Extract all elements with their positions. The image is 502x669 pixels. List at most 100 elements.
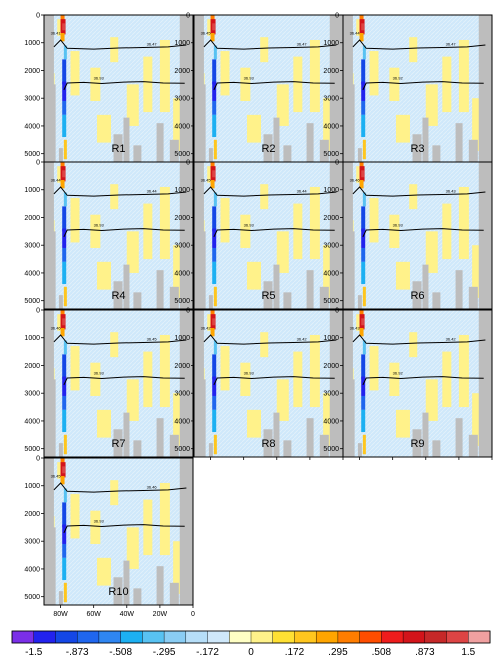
isopycnal-label: 36.42 [297, 337, 308, 342]
anomaly-positive-patch [276, 84, 289, 126]
anomaly-positive-patch [409, 332, 418, 358]
topography [113, 577, 123, 605]
topography [50, 527, 56, 605]
panel-label: R7 [111, 438, 125, 450]
topography [44, 15, 54, 162]
topography [194, 162, 204, 309]
anomaly-negative-core [362, 340, 366, 355]
anomaly-positive-patch [409, 37, 418, 63]
anomaly-positive-patch [458, 39, 469, 113]
anomaly-positive-patch [143, 203, 153, 260]
topography [156, 418, 164, 457]
isopycnal-lower [362, 228, 484, 238]
colorbar-tick-label: 0 [248, 647, 254, 658]
x-tick-label: 40W [120, 611, 135, 618]
y-tick-label: 5000 [323, 446, 339, 453]
topography [478, 15, 492, 162]
isopycnal-label: 36.43 [350, 325, 361, 330]
anomaly-negative-core [62, 81, 67, 101]
anomaly-warm-core [359, 162, 364, 169]
y-tick-label: 4000 [174, 418, 190, 425]
y-tick-label: 0 [186, 308, 190, 315]
y-tick-label: 1000 [174, 187, 190, 194]
colorbar-swatch [446, 630, 469, 644]
topography [50, 231, 56, 309]
colorbar-swatch [120, 630, 143, 644]
anomaly-warm-core [63, 286, 67, 307]
anomaly-positive-patch [260, 184, 269, 210]
anomaly-negative-core [212, 59, 217, 85]
anomaly-positive-patch [143, 56, 153, 113]
y-tick-label: 5000 [24, 151, 40, 158]
panel-r9: 36.43 36.42 36.92 R9 0 1000 2000 3000 4000 5000 [323, 308, 493, 460]
panel-label: R10 [108, 586, 128, 598]
anomaly-warm-core [361, 170, 365, 178]
anomaly-negative-core [361, 228, 366, 248]
colorbar-swatch [55, 630, 78, 644]
anomaly-warm-core [359, 328, 364, 337]
anomaly-warm-core [359, 15, 364, 22]
anomaly-positive-patch [442, 56, 452, 113]
topography [283, 145, 292, 162]
panel-r6: 36.46 36.43 36.93 R6 0 1000 2000 3000 4000 5000 [323, 160, 493, 312]
anomaly-positive-patch [425, 379, 438, 421]
anomaly-warm-core [60, 33, 65, 42]
isopycnal-upper [203, 39, 337, 50]
topography [263, 281, 273, 309]
anomaly-positive-patch [173, 393, 182, 446]
colorbar-swatch [11, 630, 35, 644]
topography [283, 440, 292, 457]
y-tick-label: 2000 [174, 68, 190, 75]
topography [478, 310, 492, 457]
anomaly-positive-patch [110, 332, 119, 358]
anomaly-positive-patch [246, 261, 261, 290]
anomaly-positive-patch [240, 67, 251, 101]
topography [422, 117, 429, 162]
colorbar-swatch [163, 630, 187, 644]
isopycnal-label: 36.47 [297, 42, 308, 47]
isopycnal-upper [203, 186, 337, 197]
anomaly-positive-patch [389, 67, 400, 101]
topography [319, 286, 329, 309]
anomaly-warm-core [60, 162, 65, 169]
anomaly-positive-patch [323, 98, 332, 151]
anomaly-positive-patch [369, 346, 379, 391]
anomaly-warm-core [213, 139, 217, 160]
topography [319, 434, 329, 457]
anomaly-negative-core [213, 192, 217, 207]
anomaly-negative-core [212, 409, 217, 433]
colorbar-swatch [359, 630, 382, 644]
anomaly-negative-core [212, 354, 217, 380]
isopycnal-label: 36.45 [147, 337, 158, 342]
isopycnal-label: 36.44 [51, 177, 62, 182]
anomaly-warm-core [210, 162, 215, 169]
anomaly-warm-core [362, 286, 366, 307]
topography [343, 162, 353, 309]
y-tick-label: 1000 [174, 335, 190, 342]
y-tick-label: 2000 [174, 215, 190, 222]
anomaly-positive-patch [369, 198, 379, 243]
anomaly-negative-core [63, 192, 67, 207]
panel-label: R9 [410, 438, 424, 450]
anomaly-positive-patch [309, 186, 320, 260]
anomaly-positive-patch [240, 362, 251, 396]
colorbar: -1.5 -.873 -.508 -.295 -.172 0 .172 .295 .508 .87… [11, 630, 491, 658]
topography [432, 292, 441, 309]
isopycnal-label: 36.93 [244, 223, 255, 228]
colorbar-frame [11, 630, 491, 644]
y-tick-label: 5000 [323, 151, 339, 158]
panel-label: R2 [261, 143, 275, 155]
anomaly-warm-core [63, 139, 67, 160]
anomaly-positive-patch [207, 19, 212, 36]
isopycnal-lower [63, 524, 185, 534]
anomaly-warm-core [210, 180, 215, 189]
y-tick-label: 2000 [24, 511, 40, 518]
topography [432, 145, 441, 162]
anomaly-positive-patch [96, 261, 111, 290]
anomaly-negative-core [212, 206, 217, 232]
anomaly-warm-core [362, 139, 366, 160]
topography [422, 412, 429, 457]
anomaly-positive-patch [90, 214, 101, 248]
topography [133, 440, 142, 457]
colorbar-swatch [250, 630, 274, 644]
